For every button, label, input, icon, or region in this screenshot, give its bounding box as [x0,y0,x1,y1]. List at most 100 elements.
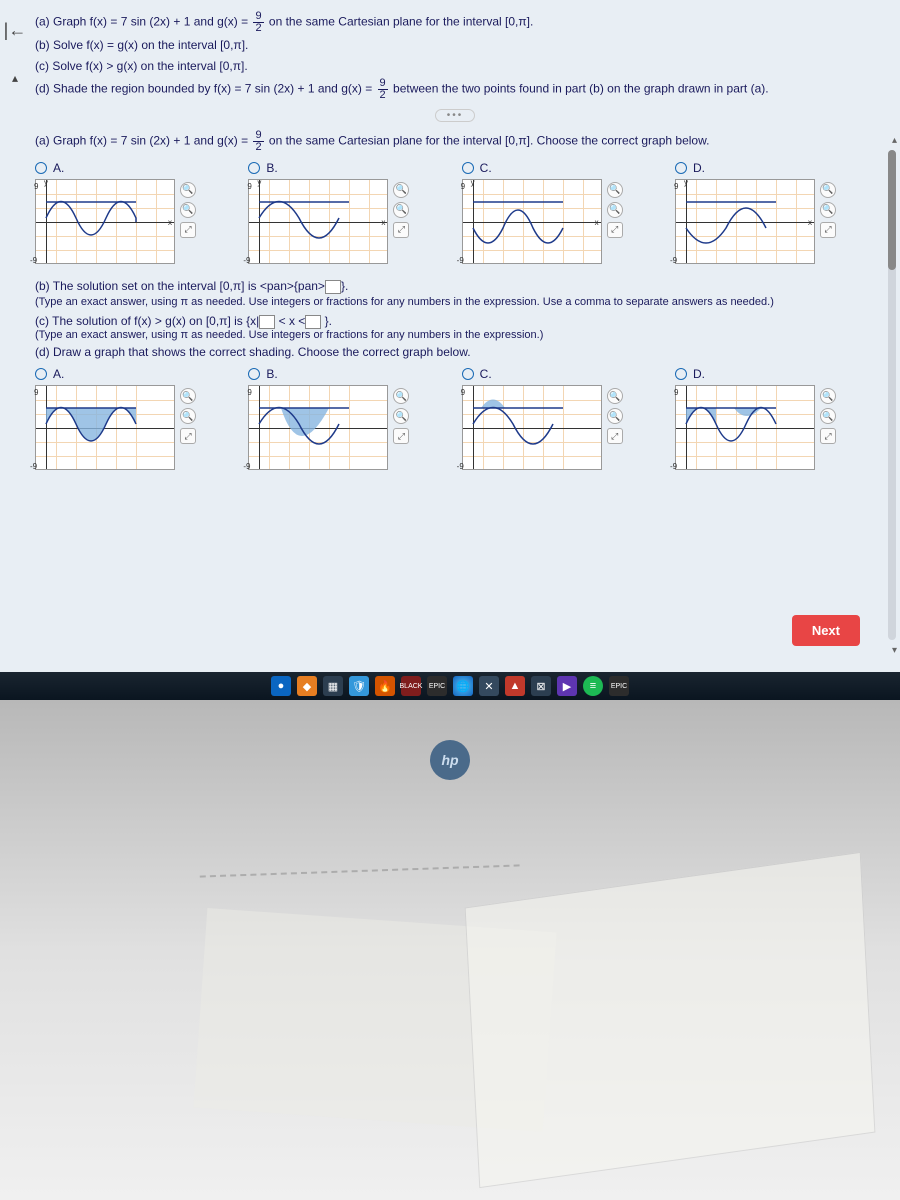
scrollbar[interactable] [888,150,896,640]
expand-icon[interactable]: ⤢ [820,222,836,238]
curve-icon [249,386,389,471]
taskbar-icon-14[interactable]: EPIC [609,676,629,696]
graph-a[interactable]: y 9 -9 x 🔍 🔍 ⤢ [35,179,175,264]
zoom-in-icon[interactable]: 🔍 [393,388,409,404]
expand-icon[interactable]: ⤢ [393,222,409,238]
graph-c2[interactable]: 9 -9 🔍 🔍 ⤢ [462,385,602,470]
radio-icon[interactable] [35,368,47,380]
option-d2-radio[interactable]: D. [675,367,865,381]
zoom-in-icon[interactable]: 🔍 [180,388,196,404]
radio-icon[interactable] [248,368,260,380]
expand-icon[interactable]: ⤢ [607,222,623,238]
back-arrow-icon[interactable]: |← [4,20,27,41]
taskbar-icon-10[interactable]: ▲ [505,676,525,696]
fraction: 92 [253,11,263,34]
curve-icon [36,180,176,265]
option-a2: A. 9 -9 🔍 🔍 [35,367,225,473]
part-d-prompt: (d) Draw a graph that shows the correct … [35,345,875,359]
fraction: 92 [378,78,388,101]
graph-controls: 🔍 🔍 ⤢ [180,388,196,444]
graph-controls: 🔍 🔍 ⤢ [820,182,836,238]
taskbar-icon-9[interactable]: ✕ [479,676,499,696]
curve-icon [676,180,816,265]
hp-logo-icon: hp [430,740,470,780]
zoom-out-icon[interactable]: 🔍 [393,202,409,218]
answer-input-c1[interactable] [259,315,275,329]
taskbar-icon-5[interactable]: 🔥 [375,676,395,696]
paper-stack [465,852,876,1188]
zoom-out-icon[interactable]: 🔍 [820,202,836,218]
graph-d[interactable]: y 9 -9 x 🔍 🔍 ⤢ [675,179,815,264]
graph-d2[interactable]: 9 -9 🔍 🔍 ⤢ [675,385,815,470]
taskbar-icon-7[interactable]: EPIC [427,676,447,696]
divider-icon[interactable]: ••• [435,109,475,122]
curve-icon [676,386,816,471]
taskbar-icon-2[interactable]: ◆ [297,676,317,696]
option-c-radio[interactable]: C. [462,161,652,175]
option-b-label: B. [266,161,277,175]
option-c2: C. 9 -9 🔍 🔍 [462,367,652,473]
prob-a: (a) Graph f(x) = 7 sin (2x) + 1 and g(x)… [35,15,248,29]
option-a2-radio[interactable]: A. [35,367,225,381]
graph-b[interactable]: y 9 -9 x 🔍 🔍 ⤢ [248,179,388,264]
zoom-out-icon[interactable]: 🔍 [820,408,836,424]
expand-icon[interactable]: ⤢ [820,428,836,444]
scroll-thumb[interactable] [888,150,896,270]
prob-d: (d) Shade the region bounded by f(x) = 7… [35,81,372,95]
option-b-radio[interactable]: B. [248,161,438,175]
taskbar-icon-4[interactable]: 🛡 [349,676,369,696]
option-a: A. y 9 -9 x 🔍 [35,161,225,267]
answer-input-c2[interactable] [305,315,321,329]
taskbar-icon-11[interactable]: ⊠ [531,676,551,696]
zoom-out-icon[interactable]: 🔍 [180,202,196,218]
radio-icon[interactable] [462,368,474,380]
expand-icon[interactable]: ⤢ [607,428,623,444]
zoom-out-icon[interactable]: 🔍 [607,202,623,218]
curve-icon [36,386,176,471]
zoom-in-icon[interactable]: 🔍 [180,182,196,198]
option-c2-radio[interactable]: C. [462,367,652,381]
taskbar-icon-8[interactable]: 🌐 [453,676,473,696]
prob-a-tail: on the same Cartesian plane for the inte… [269,15,533,29]
part-b-hint: (Type an exact answer, using π as needed… [35,296,875,308]
radio-icon[interactable] [248,162,260,174]
option-a-radio[interactable]: A. [35,161,225,175]
answer-input-b[interactable] [325,280,341,294]
expand-icon[interactable]: ⤢ [393,428,409,444]
zoom-out-icon[interactable]: 🔍 [607,408,623,424]
option-b2-radio[interactable]: B. [248,367,438,381]
graph-controls: 🔍 🔍 ⤢ [607,182,623,238]
taskbar-icon-6[interactable]: BLACK [401,676,421,696]
graph-c[interactable]: y 9 -9 x 🔍 🔍 ⤢ [462,179,602,264]
next-button[interactable]: Next [792,615,860,646]
taskbar-icon-13[interactable]: ≡ [583,676,603,696]
expand-icon[interactable]: ⤢ [180,428,196,444]
zoom-in-icon[interactable]: 🔍 [607,182,623,198]
taskbar-icon-1[interactable]: ● [271,676,291,696]
part-c-line: (c) The solution of f(x) > g(x) on [0,π]… [35,314,875,329]
expand-icon[interactable]: ⤢ [180,222,196,238]
graph-a2[interactable]: 9 -9 🔍 🔍 ⤢ [35,385,175,470]
radio-icon[interactable] [675,162,687,174]
radio-icon[interactable] [462,162,474,174]
zoom-out-icon[interactable]: 🔍 [180,408,196,424]
radio-icon[interactable] [675,368,687,380]
graph-b2[interactable]: 9 -9 🔍 🔍 ⤢ [248,385,388,470]
scroll-down-icon[interactable]: ▾ [892,645,897,656]
zoom-in-icon[interactable]: 🔍 [607,388,623,404]
scroll-up-icon[interactable]: ▴ [892,135,897,146]
zoom-in-icon[interactable]: 🔍 [820,182,836,198]
zoom-out-icon[interactable]: 🔍 [393,408,409,424]
option-b: B. y 9 -9 x 🔍 [248,161,438,267]
radio-icon[interactable] [35,162,47,174]
zoom-in-icon[interactable]: 🔍 [820,388,836,404]
caret-up-icon[interactable]: ▴ [12,71,18,85]
taskbar-icon-3[interactable]: ▦ [323,676,343,696]
option-d-label: D. [693,161,705,175]
app-window: |← ▴ (a) Graph f(x) = 7 sin (2x) + 1 and… [0,0,900,700]
option-c-label: C. [480,161,492,175]
zoom-in-icon[interactable]: 🔍 [393,182,409,198]
option-d-radio[interactable]: D. [675,161,865,175]
curve-icon [249,180,389,265]
taskbar-icon-12[interactable]: ▶ [557,676,577,696]
